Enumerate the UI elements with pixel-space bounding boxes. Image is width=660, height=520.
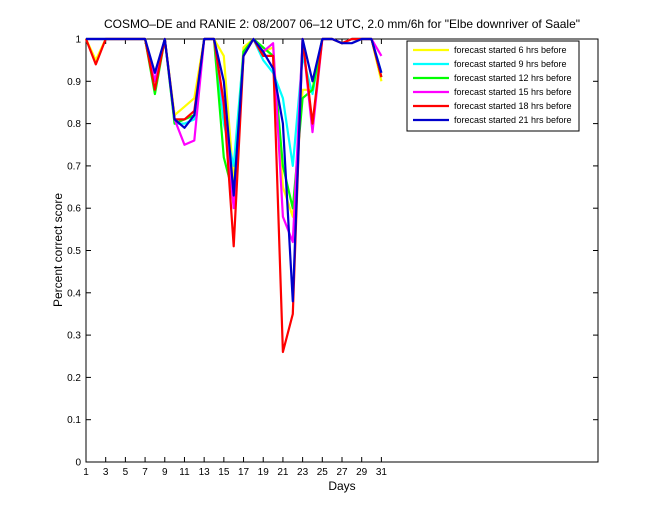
chart-title: COSMO–DE and RANIE 2: 08/2007 06–12 UTC,… — [104, 17, 580, 31]
x-tick-label: 9 — [162, 467, 168, 478]
x-tick-label: 5 — [123, 467, 129, 478]
y-tick-label: 1 — [75, 35, 81, 46]
series-line-6 — [86, 37, 383, 303]
x-tick-label: 29 — [356, 467, 368, 478]
y-tick-label: 0 — [75, 458, 81, 469]
x-tick-label: 13 — [199, 467, 211, 478]
y-tick-label: 0.5 — [67, 246, 81, 257]
legend: forecast started 6 hrs before forecast st… — [406, 40, 580, 132]
x-tick-label: 21 — [277, 467, 289, 478]
y-tick-label: 0.4 — [67, 288, 81, 299]
y-tick-label: 0.8 — [67, 119, 81, 130]
series-lines — [84, 37, 383, 354]
x-tick-label: 7 — [142, 467, 148, 478]
x-tick-label: 11 — [179, 467, 190, 478]
legend-label: forecast started 9 hrs before — [454, 59, 567, 69]
x-tick-label: 3 — [103, 467, 109, 478]
legend-label: forecast started 12 hrs before — [454, 73, 572, 83]
y-tick-label: 0.2 — [67, 373, 81, 384]
legend-label: forecast started 15 hrs before — [454, 87, 572, 97]
y-tick-label: 0.6 — [67, 204, 81, 215]
x-tick-label: 19 — [258, 467, 270, 478]
y-tick-label: 0.1 — [67, 415, 81, 426]
x-tick-label: 31 — [376, 467, 388, 478]
y-tick-label: 0.3 — [67, 331, 81, 342]
x-tick-label: 1 — [83, 467, 89, 478]
y-tick-label: 0.9 — [67, 77, 81, 88]
x-tick-label: 23 — [297, 467, 309, 478]
x-axis-label: Days — [328, 479, 355, 493]
legend-label: forecast started 21 hrs before — [454, 115, 572, 125]
x-tick-label: 25 — [317, 467, 329, 478]
legend-label: forecast started 18 hrs before — [454, 101, 572, 111]
x-tick-label: 17 — [238, 467, 250, 478]
y-tick-label: 0.7 — [67, 161, 81, 172]
x-tick-label: 15 — [218, 467, 230, 478]
legend-label: forecast started 6 hrs before — [454, 45, 567, 55]
x-tick-label: 27 — [336, 467, 348, 478]
legend-box — [406, 40, 580, 132]
y-axis-label: Percent correct score — [51, 193, 65, 307]
